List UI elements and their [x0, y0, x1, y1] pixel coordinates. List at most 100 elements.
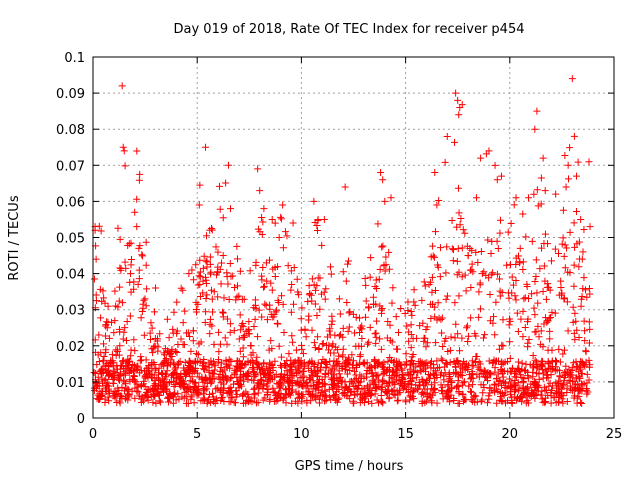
data-point [422, 343, 430, 351]
data-point [538, 244, 546, 252]
data-point [196, 280, 204, 288]
data-point [490, 313, 498, 321]
data-point [371, 330, 379, 338]
data-point [180, 341, 188, 349]
data-point [506, 317, 514, 325]
data-point [395, 386, 403, 394]
data-point [148, 361, 156, 369]
data-point [376, 335, 384, 343]
data-point [333, 398, 341, 406]
data-point [125, 365, 133, 373]
data-point [577, 302, 585, 310]
data-point [385, 248, 393, 256]
data-point [580, 274, 588, 282]
data-point [199, 264, 207, 272]
data-point [161, 375, 169, 383]
data-point [431, 379, 439, 387]
data-point [579, 248, 587, 256]
data-point [238, 321, 246, 329]
data-point [516, 258, 524, 266]
data-point [140, 296, 148, 304]
data-point [300, 359, 308, 367]
data-point [522, 360, 530, 368]
data-point [421, 282, 429, 290]
data-point [345, 323, 353, 331]
data-point [113, 398, 121, 406]
data-point [406, 375, 414, 383]
data-point [242, 388, 250, 396]
data-point [157, 398, 165, 406]
data-point [559, 350, 567, 358]
data-point [423, 323, 431, 331]
y-axis-label: ROTI / TECUs [7, 195, 22, 280]
data-point [377, 169, 385, 177]
data-point [224, 161, 232, 169]
data-point [125, 390, 133, 398]
data-point [557, 391, 565, 399]
data-point [203, 399, 211, 407]
data-point [386, 321, 394, 329]
data-point [548, 308, 556, 316]
data-point [167, 350, 175, 358]
data-point [514, 327, 522, 335]
data-point [339, 333, 347, 341]
data-point [209, 308, 217, 316]
data-point [256, 228, 264, 236]
data-point [379, 176, 387, 184]
data-point [375, 360, 383, 368]
data-point [384, 318, 392, 326]
data-point [298, 341, 306, 349]
data-point [119, 335, 127, 343]
data-point [174, 390, 182, 398]
data-point [108, 351, 116, 359]
x-tick-label: 20 [502, 427, 519, 442]
data-point [310, 197, 318, 205]
data-point [544, 240, 552, 248]
data-point [141, 373, 149, 381]
data-point [407, 330, 415, 338]
data-point [235, 292, 243, 300]
data-point [92, 379, 100, 387]
data-point [555, 345, 563, 353]
data-point [407, 321, 415, 329]
x-tick-label: 25 [606, 427, 623, 442]
data-point [251, 372, 259, 380]
data-point [116, 342, 124, 350]
data-point [583, 293, 591, 301]
data-point [171, 381, 179, 389]
data-point [195, 382, 203, 390]
data-point [321, 397, 329, 405]
data-point [257, 375, 265, 383]
data-point [265, 346, 273, 354]
data-point [452, 320, 460, 328]
data-point [173, 348, 181, 356]
data-point [583, 379, 591, 387]
data-point [201, 362, 209, 370]
data-point [328, 365, 336, 373]
data-point [572, 374, 580, 382]
data-point [308, 357, 316, 365]
data-point [312, 395, 320, 403]
data-point [497, 366, 505, 374]
data-point [438, 329, 446, 337]
data-point [166, 395, 174, 403]
data-point [285, 378, 293, 386]
data-point [159, 388, 167, 396]
data-point [544, 391, 552, 399]
data-point [118, 392, 126, 400]
data-point [399, 385, 407, 393]
data-point [398, 371, 406, 379]
data-point [516, 371, 524, 379]
data-point [215, 328, 223, 336]
data-point [481, 331, 489, 339]
data-point [468, 397, 476, 405]
data-point [407, 393, 415, 401]
data-point [350, 382, 358, 390]
data-point [533, 107, 541, 115]
data-point [534, 322, 542, 330]
data-point [179, 286, 187, 294]
data-point [406, 392, 414, 400]
data-point [532, 272, 540, 280]
data-point [231, 371, 239, 379]
data-point [519, 307, 527, 315]
